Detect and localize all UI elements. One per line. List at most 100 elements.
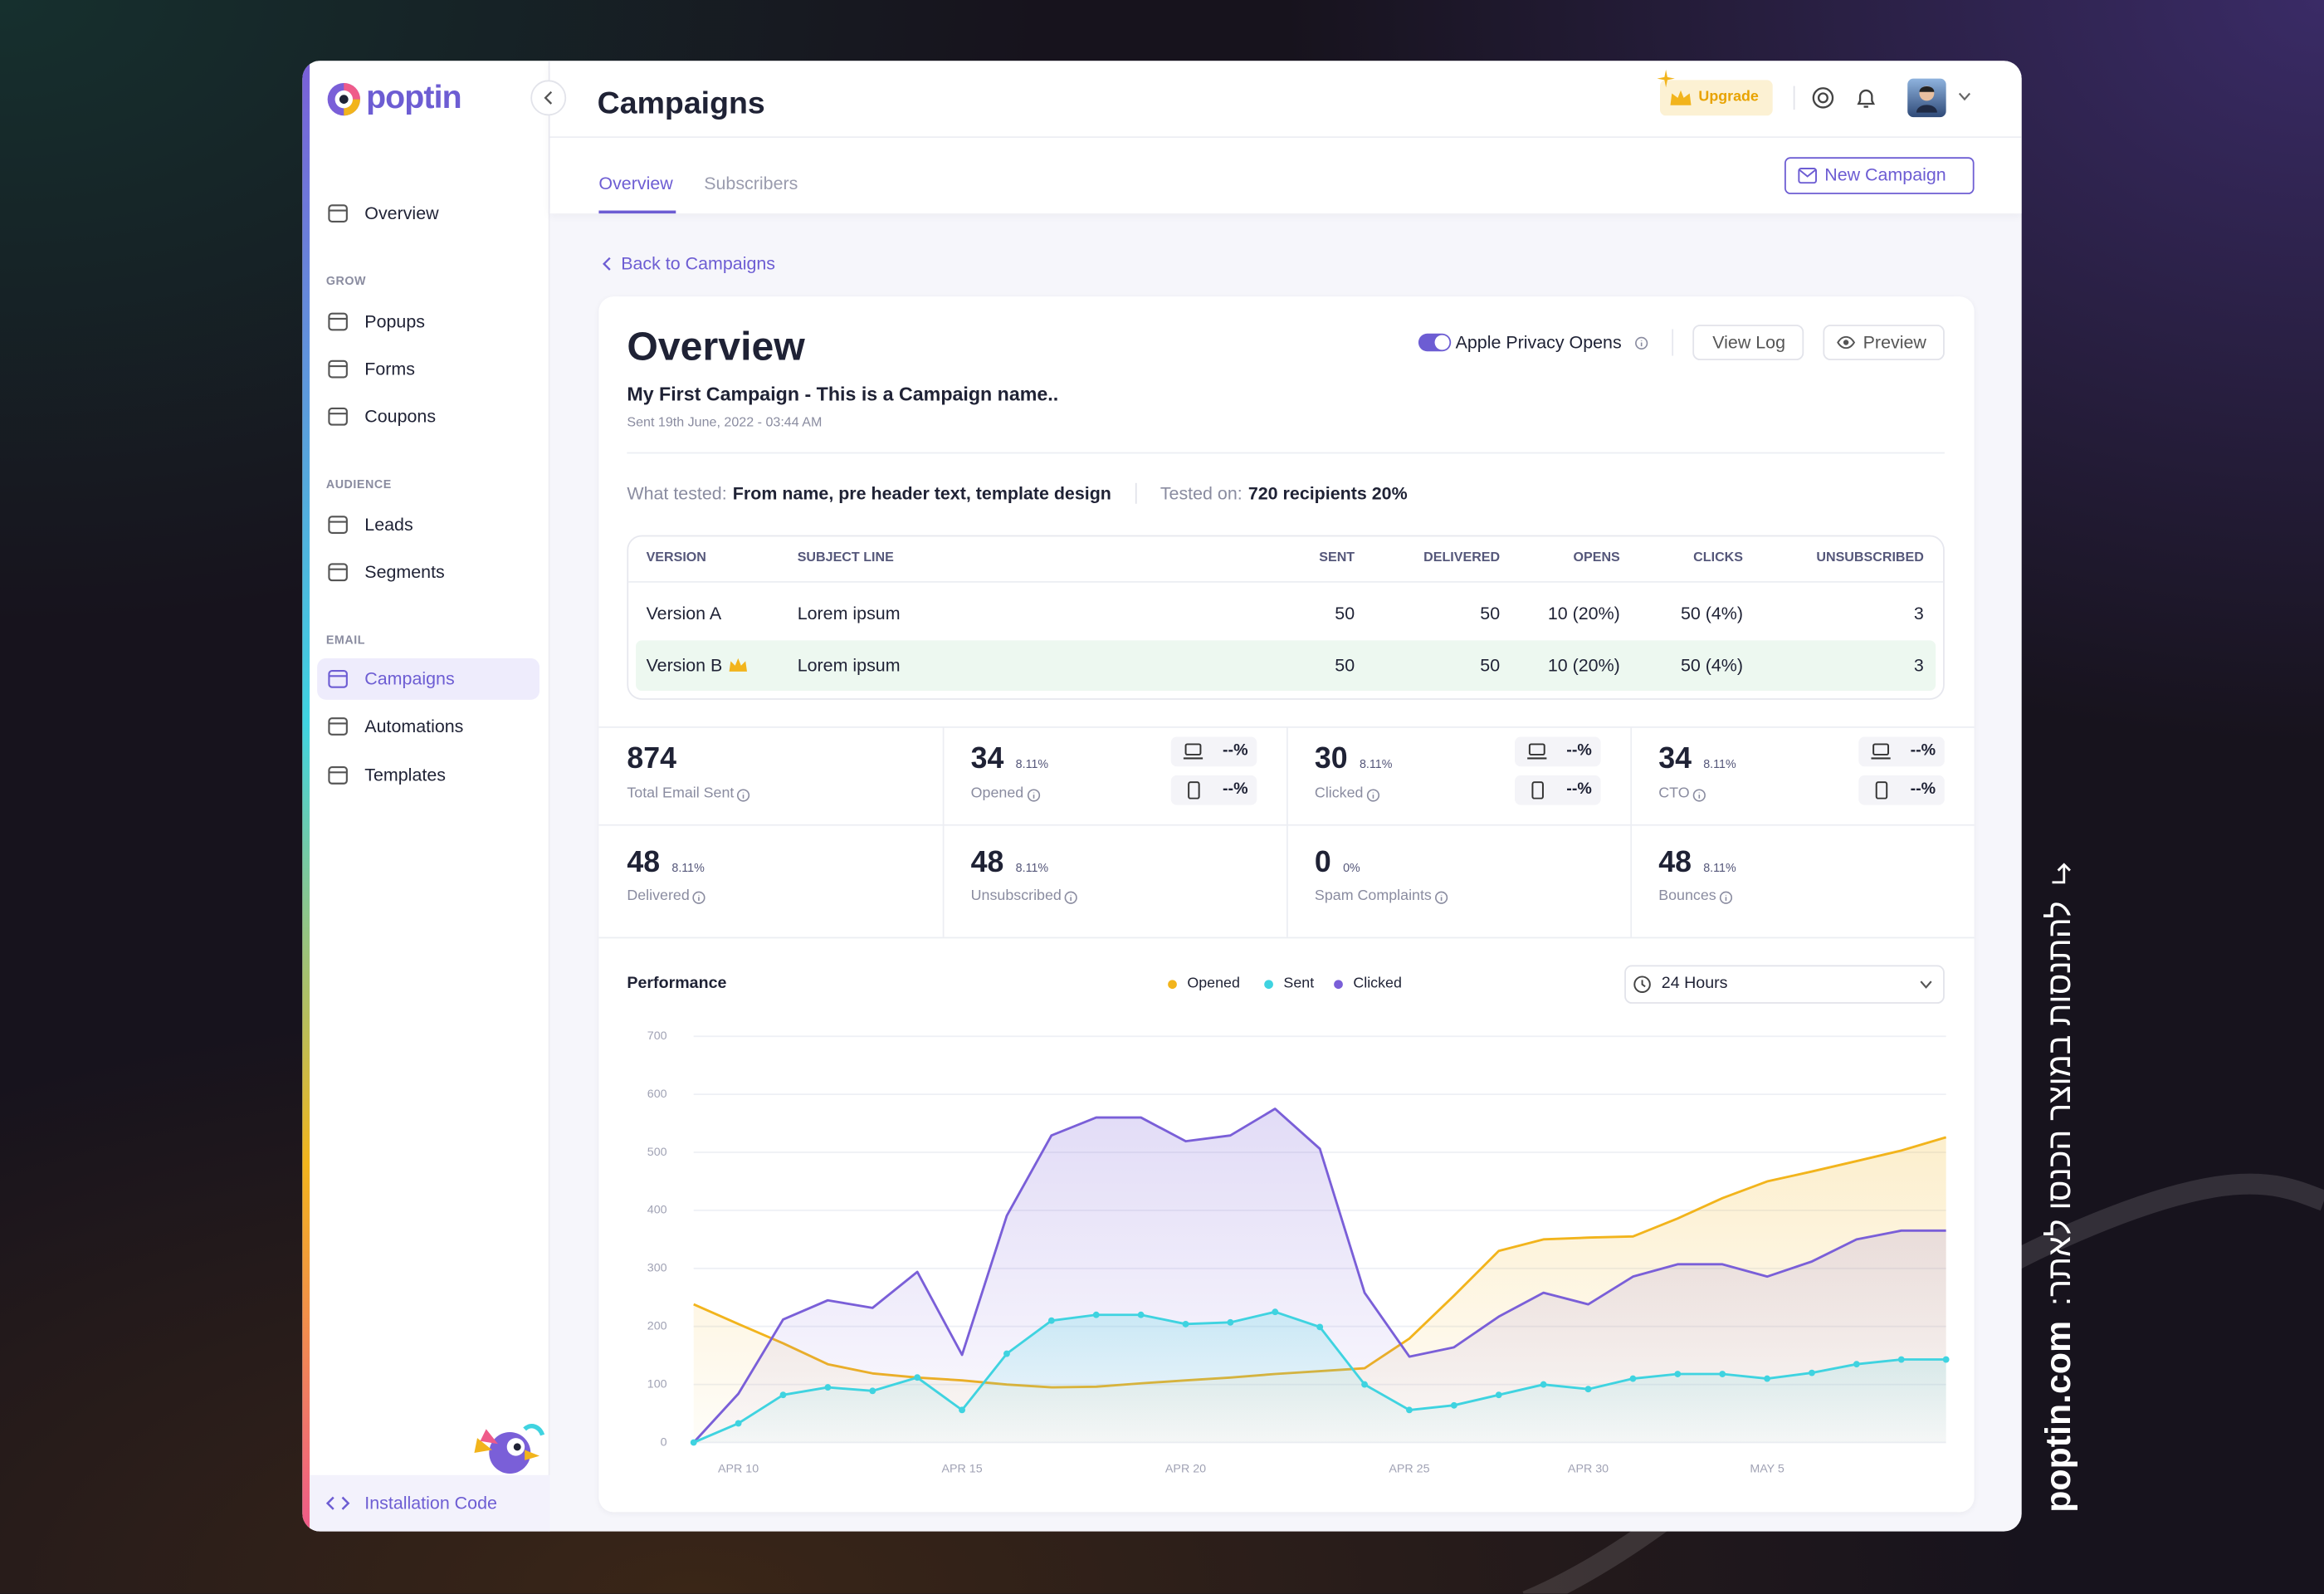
nav-item[interactable]: Leads [364,514,413,535]
mobile-icon-part [1875,781,1888,799]
mobile-icon-part [1875,781,1888,799]
nav-item[interactable]: Automations [364,716,464,737]
nav-heading: GROW [325,274,367,288]
stat-percent: 8.11% [1703,757,1736,771]
nav-icon-part [328,669,348,688]
stats-divider [1630,726,1633,937]
clock-icon-part [1633,975,1651,993]
stat-value: 48 [970,846,1004,879]
column-header: CLICKS [1693,549,1743,565]
code-icon-part [325,1496,350,1510]
upgrade-crown [1669,89,1693,106]
mascot-part [523,1424,545,1436]
stat-value: 0 [1314,846,1331,879]
avatar-face-part [1919,86,1935,92]
nav-item[interactable]: Overview [364,203,439,224]
nav-item[interactable]: Popups [364,310,425,332]
page-title: Campaigns [597,86,765,121]
mail-icon-part [1798,168,1818,184]
tab[interactable]: Subscribers [704,173,798,194]
winner-row-highlight [636,640,1936,692]
mascot-part [513,1443,521,1451]
x-tick-label: APR 25 [1389,1462,1429,1475]
stats-divider [1286,726,1288,937]
nav-icon-part [328,359,348,379]
point [1316,1323,1324,1331]
collapse-chevron-part [544,90,553,105]
desktop-icon-part [1528,743,1545,755]
info-icon-part [1692,789,1706,802]
back-link[interactable]: Back to Campaigns [621,253,776,275]
y-tick-label: 0 [661,1435,667,1449]
installation-code[interactable]: Installation Code [364,1492,497,1513]
divider [1672,329,1674,356]
range-label[interactable]: 24 Hours [1661,974,1728,993]
tab[interactable]: Overview [598,173,673,194]
mascot-part [480,1429,498,1445]
info-icon-part [736,789,750,802]
nav-icon [328,359,349,379]
nav-item[interactable]: Coupons [364,405,437,427]
avatar-chevron [1958,92,1971,101]
nav-icon-part [328,766,348,785]
table-cell: 50 (4%) [1680,603,1743,624]
desktop-icon [1871,743,1892,760]
legend-dot [1264,980,1273,990]
device-value: --% [1910,780,1936,799]
info-icon [736,789,750,802]
area [693,1312,1946,1443]
preview-label[interactable]: Preview [1863,331,1926,353]
info-icon-part [1027,789,1041,802]
nav-icon [328,515,349,535]
x-tick-label: APR 20 [1165,1462,1206,1475]
table-cell: 50 [1335,603,1355,624]
select-chevron-part [1920,980,1932,989]
stat-label: Delivered [627,887,690,905]
collapse-button[interactable] [530,80,567,116]
upgrade-label[interactable]: Upgrade [1698,89,1759,105]
help-icon[interactable] [1811,86,1835,110]
what-tested-label: What tested: [627,482,727,504]
legend-dot [1334,980,1343,990]
nav-icon-part [328,717,348,736]
nav-item[interactable]: Templates [364,765,446,786]
column-header: DELIVERED [1423,549,1501,565]
info-icon-part [1064,891,1077,904]
y-tick-label: 400 [647,1204,667,1217]
nav-item[interactable]: Campaigns [364,668,455,690]
nav-icon-part [328,563,348,582]
side-note-arrow-path [2053,862,2072,883]
nav-icon-part [328,312,348,331]
nav-item[interactable]: Segments [364,561,445,583]
point [1406,1406,1413,1414]
x-tick-label: MAY 5 [1750,1462,1784,1475]
legend-label: Clicked [1353,975,1402,992]
legend-label: Opened [1187,975,1240,992]
clock-icon-part [1641,980,1646,988]
view-log-button[interactable] [1692,325,1804,360]
nav-item[interactable]: Forms [364,358,415,379]
range-select[interactable] [1624,965,1945,1004]
separator [1135,483,1137,505]
point [1272,1308,1279,1316]
table-cell: Lorem ipsum [797,603,901,624]
device-stat [1858,775,1945,805]
bell-icon[interactable] [1854,86,1878,110]
new-campaign-label[interactable]: New Campaign [1824,164,1946,185]
info-icon [1366,789,1380,802]
stat-percent: 8.11% [1703,861,1736,875]
x-tick-label: APR 15 [941,1462,982,1475]
mobile-icon-part [1188,781,1200,799]
stat-label: Opened [970,785,1024,803]
nav-icon [328,311,349,332]
select-chevron-part [1920,980,1932,989]
what-tested: From name, pre header text, template des… [732,482,1111,504]
select-chevron [1919,980,1932,989]
info-icon-part [1435,891,1448,904]
divider [627,452,1945,454]
preview-button[interactable] [1823,325,1945,360]
mobile-icon-part [1531,781,1544,799]
view-log-label[interactable]: View Log [1712,331,1786,353]
device-value: --% [1910,741,1936,760]
